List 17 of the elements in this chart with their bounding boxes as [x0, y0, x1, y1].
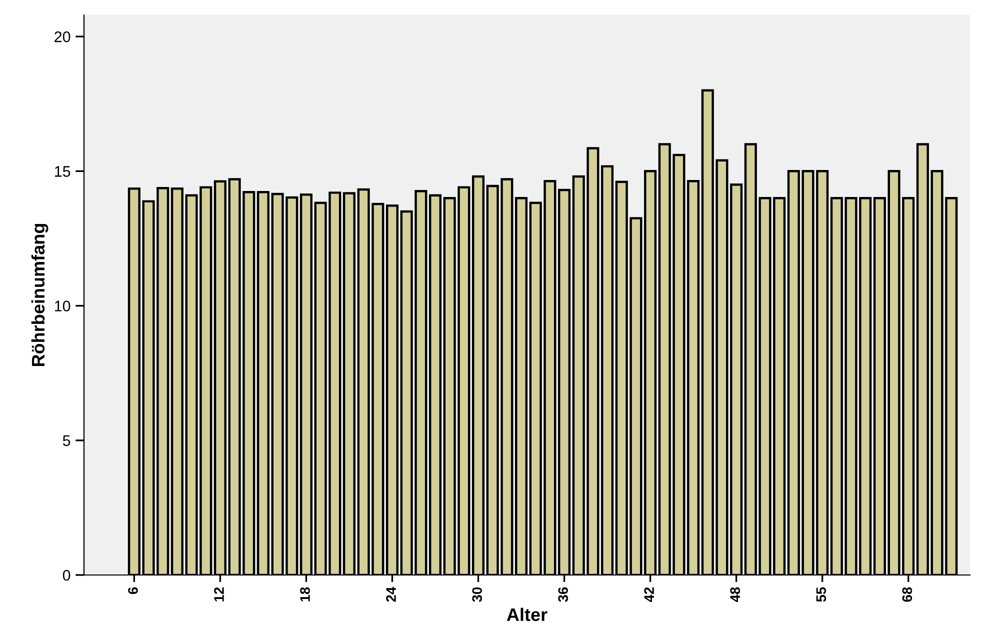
y-tick-label: 5 — [62, 435, 70, 446]
y-tick-label: 0 — [62, 570, 70, 581]
y-tick-label: 15 — [54, 166, 70, 177]
x-axis-title: Alter — [506, 608, 548, 622]
x-tick-label: 42 — [644, 587, 654, 602]
y-tick-label: 20 — [54, 31, 70, 42]
y-tick-label: 10 — [54, 300, 70, 312]
x-tick-label: 18 — [300, 587, 310, 602]
x-tick-label: 6 — [128, 587, 138, 594]
x-tick-label: 48 — [730, 587, 740, 602]
y-axis-title: Röhrbeinumfang — [31, 224, 48, 366]
x-tick-label: 36 — [558, 587, 568, 602]
x-tick-label: 68 — [902, 587, 912, 602]
x-tick-label: 12 — [214, 587, 224, 602]
x-tick-label: 24 — [386, 586, 396, 602]
x-tick-label: 30 — [472, 587, 482, 602]
x-tick-label: 55 — [816, 587, 826, 602]
